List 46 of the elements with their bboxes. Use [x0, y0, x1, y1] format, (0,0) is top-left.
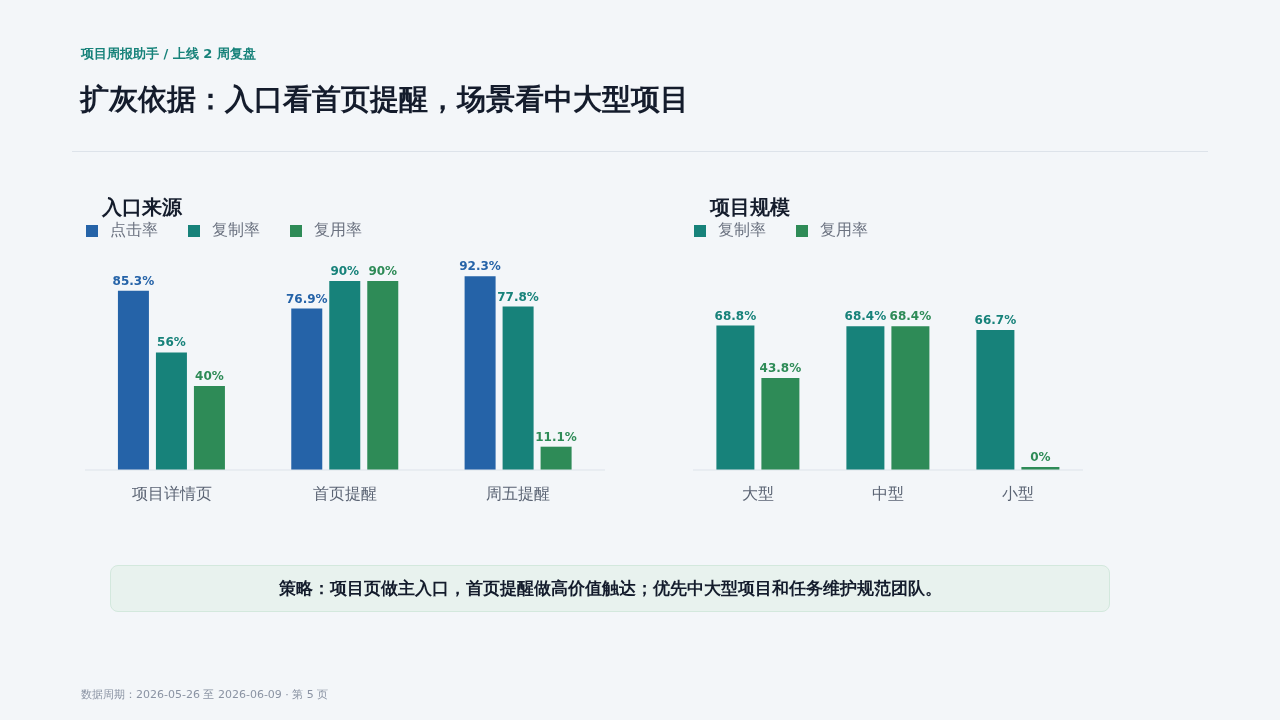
legend-label: 点击率 — [110, 220, 158, 241]
bar — [846, 326, 885, 470]
data-label: 90% — [330, 264, 360, 278]
data-label: 68.4% — [889, 309, 932, 324]
bar — [117, 290, 149, 470]
data-label: 56% — [157, 335, 186, 350]
data-label: 76.9% — [285, 291, 328, 306]
data-label: 68.8% — [714, 308, 757, 323]
data-label: 85.3% — [112, 273, 155, 288]
x-tick-label: 小型 — [1002, 484, 1034, 504]
x-tick-label: 首页提醒 — [313, 484, 377, 504]
data-label: 40% — [195, 369, 224, 383]
bar — [329, 281, 361, 470]
text: 数据周期：2026-05-26 至 2026-06-09 · 第 5 页 — [81, 687, 329, 702]
bar — [976, 329, 1015, 470]
data-label: 90% — [368, 264, 398, 278]
x-tick-label: 大型 — [742, 484, 774, 504]
bar — [367, 281, 399, 470]
chart-title: 入口来源 — [102, 194, 182, 221]
legend-label: 复用率 — [314, 220, 362, 241]
bar — [155, 352, 187, 470]
legend-label: 复制率 — [212, 220, 260, 241]
bar — [540, 446, 572, 470]
x-tick-label: 周五提醒 — [486, 484, 551, 504]
data-label: 68.4% — [844, 309, 887, 324]
legend-label: 复用率 — [820, 220, 868, 241]
data-label: 43.8% — [759, 361, 802, 376]
data-label: 11.1% — [535, 429, 577, 444]
legend-label: 复制率 — [718, 220, 766, 241]
text: 策略：项目页做主入口，首页提醒做高价值触达；优先中大型项目和任务维护规范团队。 — [110, 565, 1110, 612]
text: 项目周报助手 / 上线 2 周复盘 — [81, 45, 256, 63]
x-tick-label: 项目详情页 — [131, 484, 212, 504]
text: 扩灰依据：入口看首页提醒，场景看中大型项目 — [80, 81, 689, 118]
bar — [193, 386, 225, 470]
data-label: 92.3% — [459, 259, 501, 274]
data-label: 66.7% — [974, 312, 1017, 327]
chart-title: 项目规模 — [710, 194, 790, 221]
bar — [891, 326, 930, 470]
bar — [716, 325, 755, 470]
bar — [291, 308, 323, 470]
x-tick-label: 中型 — [872, 484, 904, 504]
bar — [502, 306, 534, 470]
bar — [464, 276, 496, 470]
data-label: 0% — [1030, 450, 1051, 464]
data-label: 77.8% — [497, 289, 539, 304]
bar — [761, 378, 800, 470]
